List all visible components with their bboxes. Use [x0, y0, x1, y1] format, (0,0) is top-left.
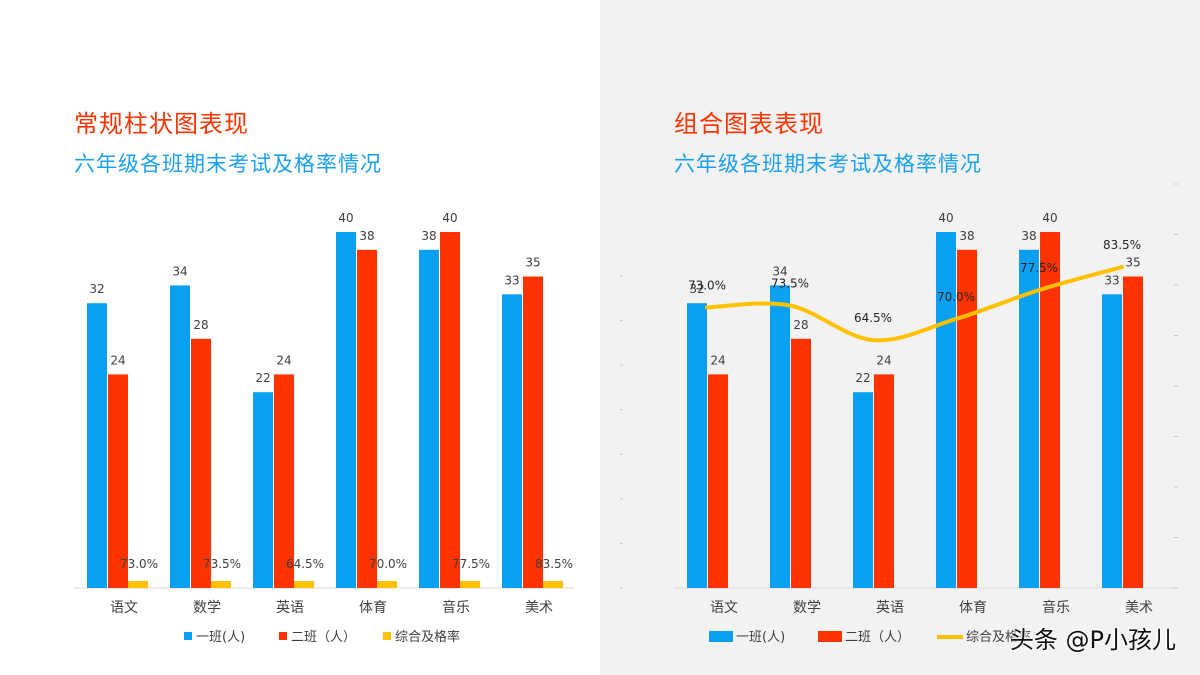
right-subheading: 六年级各班期末考试及格率情况	[674, 152, 982, 176]
bar-class1	[770, 285, 790, 588]
legend-swatch-class2	[818, 631, 842, 642]
legend-swatch-class2	[279, 632, 287, 640]
x-tick-label: 美术	[525, 600, 553, 616]
bar-class1	[1019, 249, 1039, 589]
data-label-class2: 28	[193, 318, 208, 332]
data-label-class1: 33	[1104, 273, 1119, 287]
x-tick-label: 美术	[1125, 600, 1153, 616]
bar-class2	[357, 249, 377, 589]
data-label-class2: 24	[110, 353, 125, 367]
data-label-class2: 38	[959, 229, 974, 243]
data-label-class1: 32	[89, 282, 104, 296]
left-subheading: 六年级各班期末考试及格率情况	[74, 152, 382, 176]
bar-class1	[419, 249, 439, 589]
bar-class1	[336, 232, 356, 588]
bar-class1	[687, 303, 707, 588]
bar-rate	[211, 581, 231, 588]
x-tick-label: 数学	[193, 600, 221, 616]
bar-rate	[128, 581, 148, 588]
bar-class1	[170, 285, 190, 588]
bar-class2	[191, 338, 211, 588]
data-label-class1: 22	[855, 371, 870, 385]
data-label-class1: 34	[172, 264, 187, 278]
bar-class2	[708, 374, 728, 588]
data-label-class1: 40	[938, 211, 953, 225]
legend-label-class1: 一班(人)	[736, 630, 785, 645]
data-label-rate: 77.5%	[452, 557, 490, 571]
x-tick-label: 语文	[110, 600, 138, 616]
data-label-class2: 28	[793, 318, 808, 332]
left-chart: 32 24 语文 73.0% 34 28 数学 73.5% 22 24 英语 64.5% 40 38 体育 7…	[74, 211, 574, 645]
bar-class2	[274, 374, 294, 588]
legend-label-class2: 二班（人）	[845, 630, 910, 645]
data-label-class2: 38	[359, 229, 374, 243]
bar-class2	[957, 249, 977, 589]
data-label-class2: 40	[442, 211, 457, 225]
bar-class1	[936, 232, 956, 588]
bar-rate	[460, 581, 480, 588]
right-panel: 组合图表表现 六年级各班期末考试及格率情况 32 24 语文 34 28 数学 22 24 英语…	[600, 0, 1200, 675]
data-label-class1: 32	[689, 282, 704, 296]
x-tick-label: 英语	[876, 599, 904, 616]
x-tick-label: 音乐	[442, 599, 470, 616]
data-label-rate: 70.0%	[369, 557, 407, 571]
legend-swatch-class1	[184, 632, 192, 640]
legend-label-rate: 综合及格率	[966, 629, 1031, 645]
legend-label-class1: 一班(人)	[196, 630, 245, 645]
x-tick-label: 语文	[710, 600, 738, 616]
bar-class2	[874, 374, 894, 588]
left-heading: 常规柱状图表现	[74, 110, 249, 138]
data-label-rate: 73.0%	[120, 557, 158, 571]
x-tick-label: 数学	[793, 600, 821, 616]
left-panel: 常规柱状图表现 六年级各班期末考试及格率情况 32 24 语文 73.0% 34 28 数学…	[74, 110, 574, 645]
bar-rate	[543, 581, 563, 588]
bar-class2	[108, 374, 128, 588]
bar-class2	[1040, 232, 1060, 588]
bar-class2	[523, 276, 543, 588]
data-label-class1: 40	[338, 211, 353, 225]
bar-class1	[253, 392, 273, 588]
data-label-class2: 40	[1042, 211, 1057, 225]
data-label-class2: 24	[876, 353, 891, 367]
data-label-rate: 83.5%	[1103, 238, 1141, 252]
bar-class2	[1123, 276, 1143, 588]
data-label-class2: 24	[276, 353, 291, 367]
bar-rate	[377, 581, 397, 588]
right-heading: 组合图表表现	[674, 110, 824, 138]
bar-rate	[294, 581, 314, 588]
data-label-rate: 64.5%	[854, 311, 892, 325]
bar-class2	[791, 338, 811, 588]
data-label-class1: 38	[421, 229, 436, 243]
legend-label-class2: 二班（人）	[291, 630, 356, 645]
data-label-class1: 34	[772, 264, 787, 278]
data-label-class1: 33	[504, 273, 519, 287]
bar-class2	[440, 232, 460, 588]
data-label-rate: 70.0%	[937, 290, 975, 304]
legend-swatch-rate	[383, 632, 391, 640]
bar-class1	[853, 392, 873, 588]
bar-class1	[87, 303, 107, 588]
data-label-class2: 35	[525, 256, 540, 270]
legend-swatch-class1	[709, 631, 733, 642]
data-label-rate: 73.5%	[203, 557, 241, 571]
rate-line	[705, 265, 1124, 343]
x-tick-label: 体育	[959, 600, 987, 616]
data-label-class1: 22	[255, 371, 270, 385]
data-label-class2: 35	[1125, 256, 1140, 270]
bar-class1	[502, 294, 522, 588]
data-label-rate: 73.5%	[771, 277, 809, 291]
data-label-class1: 38	[1021, 229, 1036, 243]
data-label-rate: 73.0%	[688, 278, 726, 292]
watermark: 头条 @P小孩儿	[1009, 626, 1176, 654]
data-label-rate: 83.5%	[535, 557, 573, 571]
legend-label-rate: 综合及格率	[395, 629, 460, 645]
x-tick-label: 英语	[276, 599, 304, 616]
data-label-rate: 77.5%	[1020, 261, 1058, 275]
bar-class1	[1102, 294, 1122, 588]
data-label-rate: 64.5%	[286, 557, 324, 571]
right-chart: 32 24 语文 34 28 数学 22 24 英语 40 38 体育 38 40 音乐 33 35 美术 73.0…	[620, 183, 1178, 645]
x-tick-label: 体育	[359, 600, 387, 616]
data-label-class2: 24	[710, 353, 725, 367]
x-tick-label: 音乐	[1042, 599, 1070, 616]
